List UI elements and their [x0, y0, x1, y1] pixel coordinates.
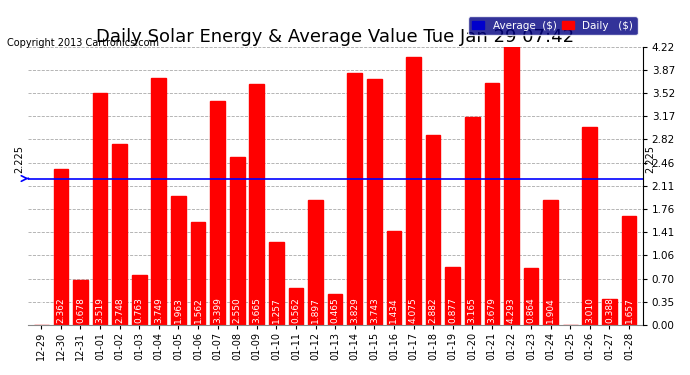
Bar	[112, 144, 127, 325]
Bar	[406, 57, 421, 325]
Bar	[465, 117, 480, 325]
Bar	[54, 170, 68, 325]
Text: 1.904: 1.904	[546, 298, 555, 324]
Text: 2.225: 2.225	[646, 145, 656, 173]
Text: 0.388: 0.388	[605, 298, 614, 324]
Text: 2.550: 2.550	[233, 298, 241, 324]
Bar	[73, 280, 88, 325]
Bar	[367, 79, 382, 325]
Text: 3.665: 3.665	[253, 298, 262, 324]
Bar	[288, 288, 304, 325]
Bar	[230, 157, 244, 325]
Bar	[582, 127, 597, 325]
Bar	[92, 93, 108, 325]
Text: 1.434: 1.434	[389, 298, 398, 324]
Bar	[426, 135, 440, 325]
Bar	[622, 216, 636, 325]
Text: 0.000: 0.000	[566, 298, 575, 324]
Text: 1.657: 1.657	[624, 298, 633, 324]
Text: 2.225: 2.225	[14, 145, 25, 173]
Text: 1.963: 1.963	[174, 298, 183, 324]
Text: 3.165: 3.165	[468, 298, 477, 324]
Bar	[249, 84, 264, 325]
Text: 3.679: 3.679	[487, 298, 496, 324]
Text: 0.562: 0.562	[291, 298, 300, 324]
Text: Copyright 2013 Cartronics.com: Copyright 2013 Cartronics.com	[7, 38, 159, 48]
Bar	[132, 274, 146, 325]
Text: 0.877: 0.877	[448, 298, 457, 324]
Text: 0.000: 0.000	[37, 298, 46, 324]
Text: 2.882: 2.882	[428, 298, 437, 324]
Text: 4.075: 4.075	[409, 298, 418, 324]
Bar	[152, 78, 166, 325]
Text: 3.519: 3.519	[95, 298, 105, 324]
Bar	[524, 268, 538, 325]
Text: 2.748: 2.748	[115, 298, 124, 324]
Text: 0.465: 0.465	[331, 298, 339, 324]
Bar	[171, 196, 186, 325]
Text: 0.763: 0.763	[135, 298, 144, 324]
Bar	[386, 231, 402, 325]
Text: 3.829: 3.829	[351, 298, 359, 324]
Bar	[210, 101, 225, 325]
Text: 1.897: 1.897	[311, 298, 320, 324]
Text: 0.864: 0.864	[526, 298, 535, 324]
Text: 3.749: 3.749	[155, 298, 164, 324]
Bar	[504, 42, 519, 325]
Text: 4.293: 4.293	[507, 298, 516, 324]
Title: Daily Solar Energy & Average Value Tue Jan 29 07:42: Daily Solar Energy & Average Value Tue J…	[96, 28, 574, 46]
Legend: Average  ($), Daily   ($): Average ($), Daily ($)	[468, 16, 638, 35]
Bar	[602, 299, 617, 325]
Bar	[269, 242, 284, 325]
Bar	[328, 294, 342, 325]
Text: 3.743: 3.743	[370, 298, 379, 324]
Text: 2.362: 2.362	[57, 298, 66, 324]
Text: 3.399: 3.399	[213, 298, 222, 324]
Bar	[308, 200, 323, 325]
Text: 3.010: 3.010	[585, 298, 594, 324]
Bar	[190, 222, 206, 325]
Bar	[445, 267, 460, 325]
Text: 0.678: 0.678	[76, 298, 85, 324]
Bar	[484, 83, 500, 325]
Text: 1.257: 1.257	[272, 298, 281, 324]
Text: 1.562: 1.562	[193, 298, 202, 324]
Bar	[543, 200, 558, 325]
Bar	[347, 73, 362, 325]
